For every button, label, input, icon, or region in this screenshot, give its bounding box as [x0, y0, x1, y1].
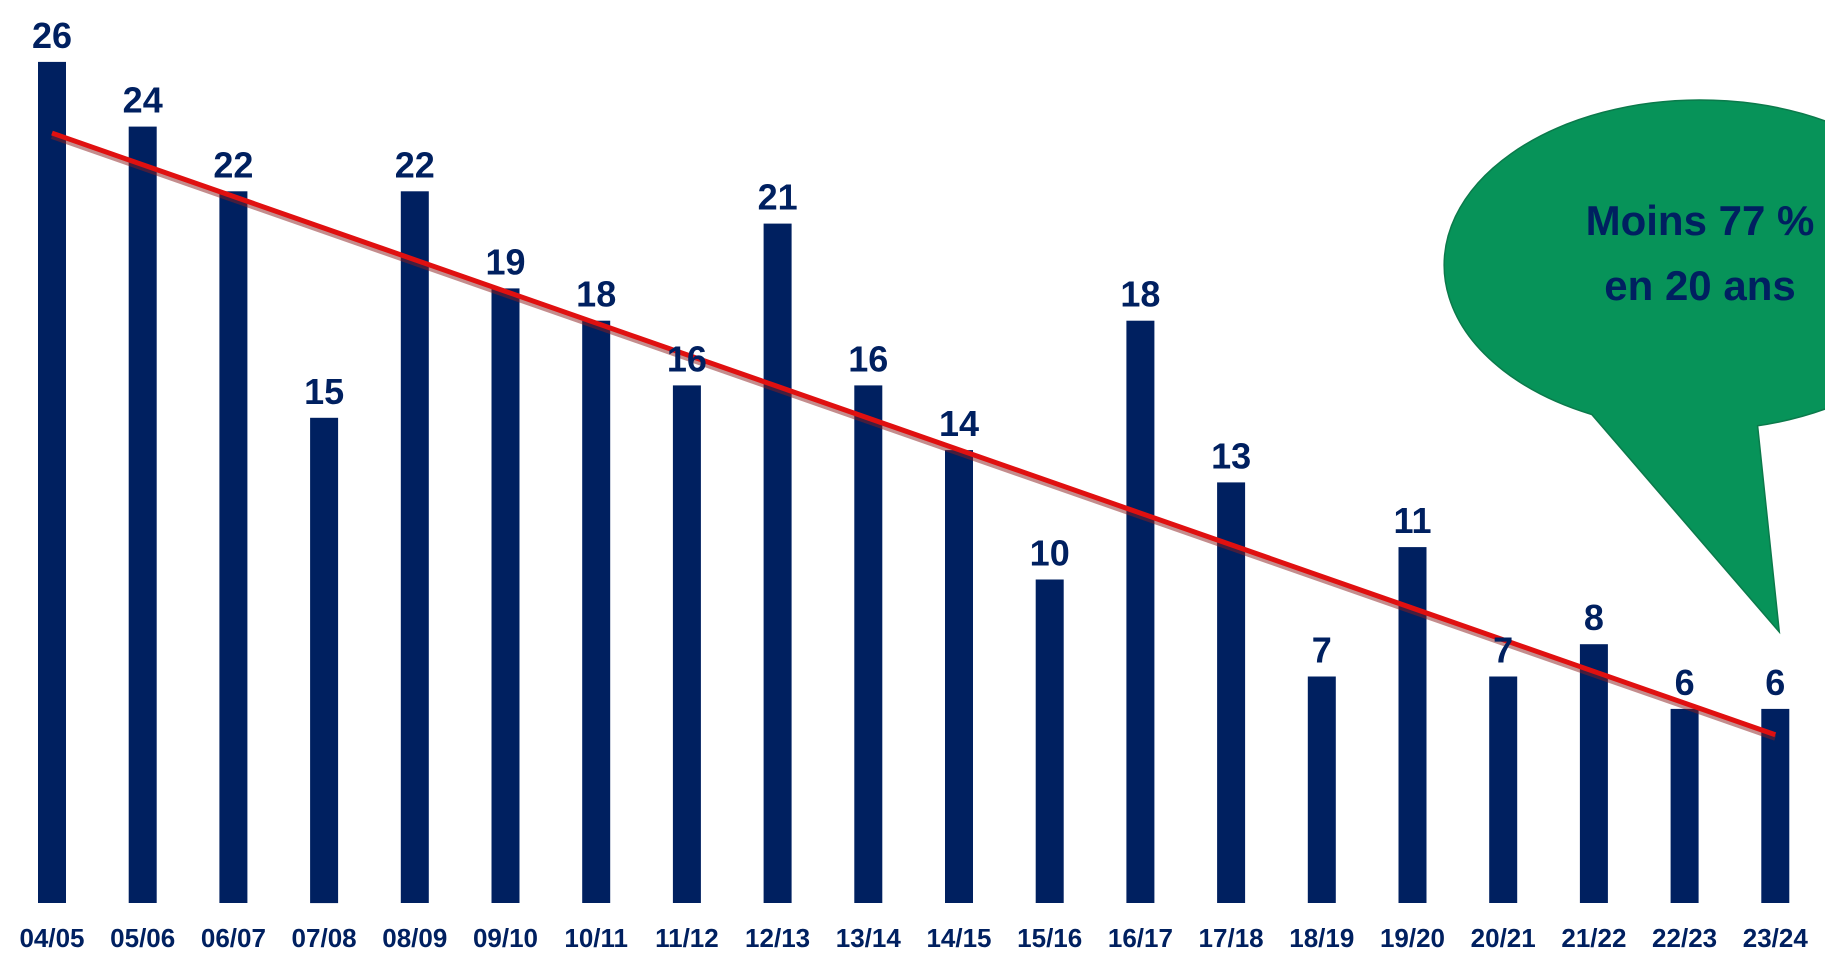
value-label-05-06: 24 — [123, 80, 163, 121]
x-tick-12-13: 12/13 — [745, 923, 810, 953]
trendline-shadow — [51, 133, 1777, 741]
bars-group — [38, 61, 1790, 904]
bar-09-10 — [491, 288, 520, 903]
x-tick-07-08: 07/08 — [292, 923, 357, 953]
bar-23-24 — [1761, 708, 1790, 903]
bar-06-07 — [219, 191, 248, 904]
value-label-23-24: 6 — [1765, 662, 1785, 703]
x-tick-23-24: 23/24 — [1743, 923, 1809, 953]
value-label-10-11: 18 — [576, 274, 616, 315]
callout-text-line-1: Moins 77 % — [1586, 197, 1815, 244]
value-label-19-20: 11 — [1393, 500, 1431, 541]
bar-21-22 — [1579, 644, 1608, 903]
trendline — [51, 130, 1777, 738]
value-label-18-19: 7 — [1312, 630, 1332, 671]
bar-10-11 — [582, 320, 611, 903]
value-label-15-16: 10 — [1030, 533, 1070, 574]
value-label-04-05: 26 — [32, 15, 72, 56]
bar-14-15 — [945, 450, 973, 903]
x-tick-08-09: 08/09 — [382, 923, 447, 953]
x-tick-04-05: 04/05 — [19, 923, 84, 953]
value-label-14-15: 14 — [939, 403, 979, 444]
x-tick-17-18: 17/18 — [1199, 923, 1264, 953]
bar-04-05 — [38, 61, 66, 903]
x-tick-05-06: 05/06 — [110, 923, 175, 953]
x-tick-20-21: 20/21 — [1471, 923, 1536, 953]
value-label-06-07: 22 — [213, 144, 253, 185]
value-label-13-14: 16 — [848, 338, 888, 379]
bar-13-14 — [854, 385, 883, 903]
bar-07-08 — [310, 417, 339, 904]
value-label-21-22: 8 — [1584, 597, 1604, 638]
x-tick-18-19: 18/19 — [1289, 923, 1354, 953]
x-tick-09-10: 09/10 — [473, 923, 538, 953]
value-label-20-21: 7 — [1493, 630, 1513, 671]
x-axis-ticks: 04/05 05/06 06/07 07/08 08/09 09/10 10/11 11/12… — [19, 923, 1808, 953]
x-tick-16-17: 16/17 — [1108, 923, 1173, 953]
trendline-group — [51, 130, 1777, 741]
value-label-11-12: 16 — [667, 338, 707, 379]
value-label-08-09: 22 — [395, 144, 435, 185]
x-tick-15-16: 15/16 — [1017, 923, 1082, 953]
callout-bubble: Moins 77 % en 20 ans — [1443, 99, 1825, 635]
value-label-07-08: 15 — [304, 371, 344, 412]
x-tick-19-20: 19/20 — [1380, 923, 1445, 953]
value-label-09-10: 19 — [485, 241, 525, 282]
bar-08-09 — [400, 191, 429, 904]
x-tick-13-14: 13/14 — [836, 923, 902, 953]
x-tick-10-11: 10/11 — [564, 923, 628, 953]
bar-05-06 — [128, 126, 157, 904]
callout-text-line-2: en 20 ans — [1604, 262, 1795, 309]
bar-16-17 — [1126, 320, 1155, 903]
x-tick-11-12: 11/12 — [655, 923, 719, 953]
value-label-16-17: 18 — [1120, 274, 1160, 315]
value-label-12-13: 21 — [758, 177, 798, 218]
x-tick-22-23: 22/23 — [1652, 923, 1717, 953]
x-tick-14-15: 14/15 — [926, 923, 991, 953]
x-tick-21-22: 21/22 — [1561, 923, 1626, 953]
value-label-22-23: 6 — [1675, 662, 1695, 703]
bar-11-12 — [672, 385, 701, 903]
bar-22-23 — [1670, 708, 1699, 903]
bar-12-13 — [763, 223, 792, 904]
bar-20-21 — [1489, 676, 1518, 903]
x-tick-06-07: 06/07 — [201, 923, 266, 953]
bar-18-19 — [1307, 676, 1336, 903]
value-label-17-18: 13 — [1211, 435, 1251, 476]
bar-15-16 — [1035, 579, 1064, 903]
value-labels-group: 26 24 22 15 22 19 18 16 21 16 14 10 18 13 7 11 7 8 6 6 — [32, 15, 1785, 703]
callout-shape — [1443, 99, 1825, 635]
bar-19-20 — [1398, 547, 1427, 903]
